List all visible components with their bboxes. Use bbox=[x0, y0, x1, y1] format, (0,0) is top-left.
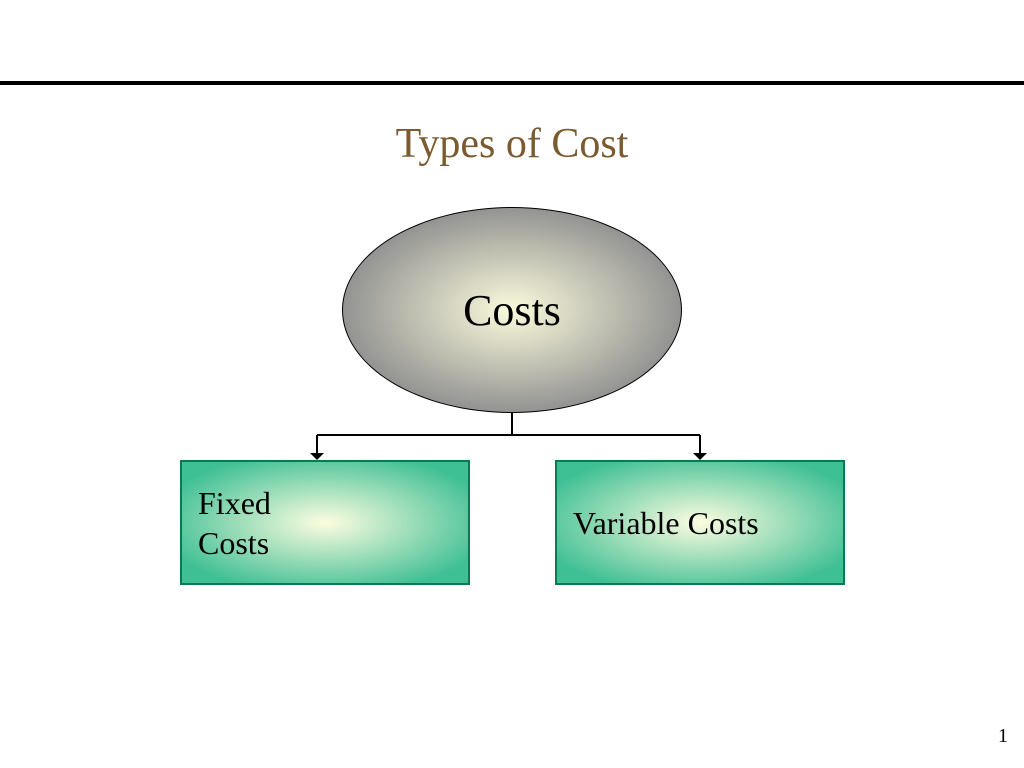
child-box-label-line: Costs bbox=[198, 523, 468, 563]
child-box-fixed-costs: Fixed Costs bbox=[180, 460, 470, 585]
root-node-shape: Costs bbox=[342, 207, 682, 413]
child-box-inner: Fixed Costs bbox=[182, 462, 468, 583]
slide-title-text: Types of Cost bbox=[396, 121, 629, 167]
child-box-label-line: Variable Costs bbox=[573, 503, 843, 543]
child-box-inner: Variable Costs bbox=[557, 462, 843, 583]
child-box-variable-costs: Variable Costs bbox=[555, 460, 845, 585]
child-box-label-line: Fixed bbox=[198, 483, 468, 523]
slide-container: { "layout": { "width": 1024, "height": 7… bbox=[0, 0, 1024, 768]
root-node-label: Costs bbox=[463, 285, 561, 336]
page-number: 1 bbox=[998, 725, 1008, 748]
page-number-text: 1 bbox=[998, 725, 1008, 747]
horizontal-rule bbox=[0, 81, 1024, 85]
slide-title: Types of Cost bbox=[0, 120, 1024, 168]
root-node: Costs bbox=[342, 207, 682, 413]
